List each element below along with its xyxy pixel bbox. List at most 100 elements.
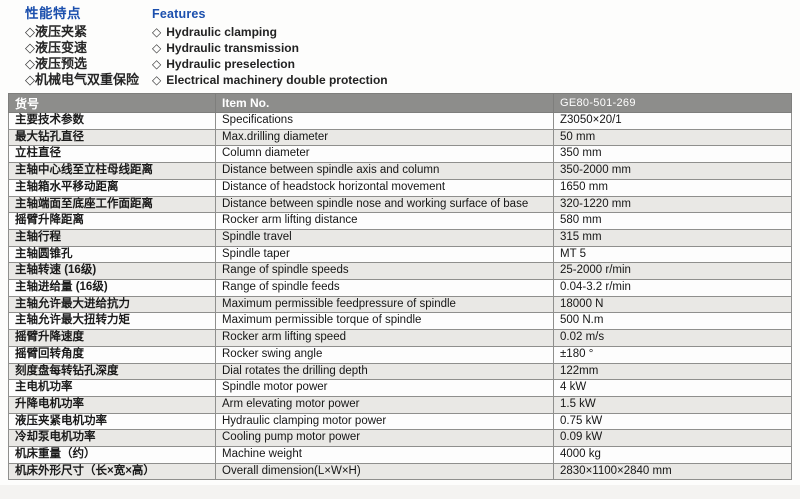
diamond-icon: ◇ — [152, 57, 162, 71]
table-row: 液压夹紧电机功率 Hydraulic clamping motor power 0.… — [8, 412, 792, 431]
cell-label-zh: 主轴进给量 (16级) — [8, 279, 216, 297]
cell-value: Z3050×20/1 — [553, 112, 792, 130]
cell-label-zh: 刻度盘每转钻孔深度 — [8, 362, 216, 381]
cell-label-en: Distance between spindle axis and column — [215, 162, 554, 180]
cell-value: 4000 kg — [553, 446, 792, 464]
cell-value: 0.04-3.2 r/min — [553, 279, 792, 297]
table-row: 立柱直径 Column diameter 350 mm — [8, 145, 792, 164]
cell-value: 350 mm — [553, 145, 792, 164]
cell-label-zh: 机床外形尺寸（长×宽×高） — [8, 462, 216, 481]
cell-label-zh: 机床重量（约） — [8, 446, 216, 464]
cell-label-zh: 液压夹紧电机功率 — [8, 412, 216, 431]
feature-item: ◇ Electrical machinery double protection — [152, 72, 388, 88]
feature-item-label: 液压预选 — [35, 56, 88, 71]
diamond-icon: ◇ — [25, 24, 35, 39]
feature-item-label: Hydraulic transmission — [166, 41, 299, 55]
cell-label-zh: 主轴圆锥孔 — [8, 245, 216, 264]
cell-value: 0.09 kW — [553, 429, 792, 448]
cell-value: 0.75 kW — [553, 412, 792, 431]
cell-value: 50 mm — [553, 128, 792, 147]
header-cell-item-number: GE80-501-269 — [553, 93, 792, 113]
cell-label-zh: 主轴行程 — [8, 228, 216, 247]
cell-label-en: Spindle motor power — [215, 379, 554, 397]
feature-item-label: Hydraulic clamping — [166, 25, 277, 39]
cell-label-en: Specifications — [215, 112, 554, 130]
cell-value: 1650 mm — [553, 178, 792, 197]
cell-label-en: Spindle travel — [215, 228, 554, 247]
cell-label-en: Machine weight — [215, 446, 554, 464]
cell-label-zh: 主轴允许最大进给抗力 — [8, 295, 216, 314]
cell-label-en: Overall dimension(L×W×H) — [215, 462, 554, 481]
cell-label-en: Arm elevating motor power — [215, 395, 554, 414]
table-row: 刻度盘每转钻孔深度 Dial rotates the drilling depth… — [8, 362, 792, 381]
cell-label-en: Cooling pump motor power — [215, 429, 554, 448]
features-en-column: Features ◇ Hydraulic clamping ◇ Hydraulic t… — [152, 5, 388, 88]
table-row: 主轴圆锥孔 Spindle taper MT 5 — [8, 245, 792, 264]
cell-label-en: Range of spindle feeds — [215, 279, 554, 297]
table-row: 主轴箱水平移动距离 Distance of headstock horizonta… — [8, 178, 792, 197]
table-row: 摇臂升降速度 Rocker arm lifting speed 0.02 m/s — [8, 329, 792, 347]
cell-label-zh: 摇臂升降速度 — [8, 329, 216, 347]
feature-item-label: 液压变速 — [35, 40, 88, 55]
feature-item-label: Electrical machinery double protection — [166, 73, 388, 87]
cell-label-zh: 升降电机功率 — [8, 395, 216, 414]
table-row: 主轴端面至底座工作面距离 Distance between spindle nos… — [8, 195, 792, 214]
diamond-icon: ◇ — [152, 25, 162, 39]
cell-value: 4 kW — [553, 379, 792, 397]
diamond-icon: ◇ — [25, 40, 35, 55]
spec-table: 货号 Item No. GE80-501-269 主要技术参数 Specifica… — [8, 93, 792, 481]
features-zh-heading: 性能特点 — [25, 6, 81, 21]
cell-label-en: Rocker arm lifting distance — [215, 212, 554, 230]
cell-value: 1.5 kW — [553, 395, 792, 414]
cell-label-zh: 主轴允许最大扭转力矩 — [8, 312, 216, 331]
cell-value: 500 N.m — [553, 312, 792, 331]
cell-value: 350-2000 mm — [553, 162, 792, 180]
cell-label-en: Max.drilling diameter — [215, 128, 554, 147]
feature-item-label: 液压夹紧 — [35, 24, 88, 39]
cell-value: 0.02 m/s — [553, 329, 792, 347]
diamond-icon: ◇ — [25, 56, 35, 71]
table-row: 主要技术参数 Specifications Z3050×20/1 — [8, 112, 792, 130]
cell-label-zh: 主轴端面至底座工作面距离 — [8, 195, 216, 214]
cell-label-zh: 主轴转速 (16级) — [8, 262, 216, 281]
feature-item: ◇液压夹紧 — [25, 24, 139, 40]
feature-item: ◇液压变速 — [25, 40, 139, 56]
feature-item-label: Hydraulic preselection — [166, 57, 295, 71]
cell-value: 315 mm — [553, 228, 792, 247]
table-row: 主轴允许最大进给抗力 Maximum permissible feedpressu… — [8, 295, 792, 314]
diamond-icon: ◇ — [152, 73, 162, 87]
table-row: 摇臂回转角度 Rocker swing angle ±180 ° — [8, 345, 792, 364]
table-row: 最大钻孔直径 Max.drilling diameter 50 mm — [8, 128, 792, 147]
cell-label-zh: 主轴中心线至立柱母线距离 — [8, 162, 216, 180]
table-row: 升降电机功率 Arm elevating motor power 1.5 kW — [8, 395, 792, 414]
cell-value: 580 mm — [553, 212, 792, 230]
cell-value: MT 5 — [553, 245, 792, 264]
cell-label-en: Rocker swing angle — [215, 345, 554, 364]
feature-item-label: 机械电气双重保险 — [35, 72, 140, 87]
bottom-margin-strip — [0, 485, 800, 499]
table-header-row: 货号 Item No. GE80-501-269 — [8, 93, 792, 113]
feature-item: ◇机械电气双重保险 — [25, 72, 139, 88]
cell-label-en: Dial rotates the drilling depth — [215, 362, 554, 381]
cell-label-en: Rocker arm lifting speed — [215, 329, 554, 347]
cell-value: ±180 ° — [553, 345, 792, 364]
cell-label-en: Distance between spindle nose and workin… — [215, 195, 554, 214]
cell-label-en: Maximum permissible torque of spindle — [215, 312, 554, 331]
table-row: 主轴行程 Spindle travel 315 mm — [8, 228, 792, 247]
cell-value: 320-1220 mm — [553, 195, 792, 214]
cell-value: 122mm — [553, 362, 792, 381]
table-row: 机床外形尺寸（长×宽×高） Overall dimension(L×W×H) 283… — [8, 462, 792, 481]
features-zh-list: ◇液压夹紧 ◇液压变速 ◇液压预选 ◇机械电气双重保险 — [25, 24, 139, 88]
cell-label-en: Spindle taper — [215, 245, 554, 264]
header-cell-item-no: Item No. — [215, 93, 554, 113]
cell-label-zh: 最大钻孔直径 — [8, 128, 216, 147]
diamond-icon: ◇ — [25, 72, 35, 87]
table-row: 摇臂升降距离 Rocker arm lifting distance 580 mm — [8, 212, 792, 230]
table-row: 冷却泵电机功率 Cooling pump motor power 0.09 kW — [8, 429, 792, 448]
features-en-heading: Features — [152, 7, 206, 21]
cell-label-en: Maximum permissible feedpressure of spin… — [215, 295, 554, 314]
feature-item: ◇ Hydraulic preselection — [152, 56, 388, 72]
cell-label-zh: 冷却泵电机功率 — [8, 429, 216, 448]
features-en-list: ◇ Hydraulic clamping ◇ Hydraulic transmissi… — [152, 24, 388, 88]
